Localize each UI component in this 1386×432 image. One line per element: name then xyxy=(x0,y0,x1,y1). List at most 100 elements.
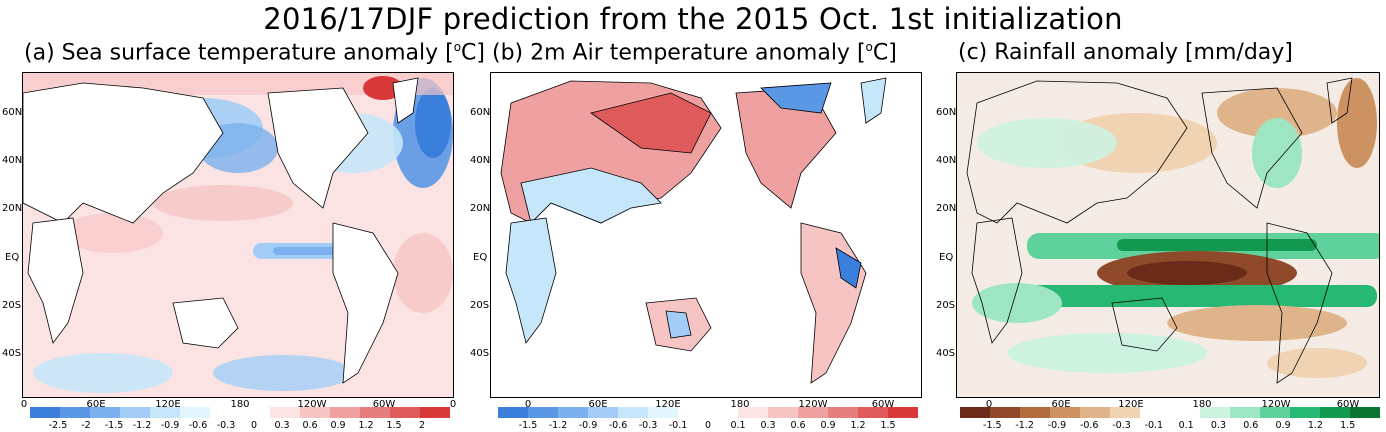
colorbar-swatch xyxy=(990,407,1020,418)
colorbar-swatch xyxy=(300,407,330,418)
colorbar-tick-label: 2 xyxy=(418,420,426,431)
colorbar-swatch xyxy=(270,407,300,418)
colorbar-swatch xyxy=(798,407,828,418)
lat-label: 20S xyxy=(2,300,22,311)
colorbar-tick-label: 1.2 xyxy=(1307,420,1323,431)
colorbar-tick-label: 1.2 xyxy=(358,420,374,431)
colorbar-swatch xyxy=(90,407,120,418)
lon-label: 120W xyxy=(297,399,327,410)
colorbar-tick-label: -0.1 xyxy=(668,420,688,431)
colorbar-swatch xyxy=(708,407,738,418)
colorbar-tick-label: -0.6 xyxy=(188,420,208,431)
colorbar-tick-label: 1.2 xyxy=(850,420,866,431)
lon-label: 60W xyxy=(372,399,396,410)
lat-label: 40N xyxy=(2,155,23,166)
lon-label: 0 xyxy=(449,399,457,410)
colorbar-swatch xyxy=(498,407,528,418)
panel-rainfall: (c) Rainfall anomaly [mm/day] xyxy=(934,40,1386,432)
lon-label: 0 xyxy=(20,399,28,410)
lat-label: 20N xyxy=(2,203,23,214)
lat-label: EQ xyxy=(473,252,488,263)
lat-label: 40S xyxy=(2,348,22,359)
lat-label: 40N xyxy=(470,155,491,166)
colorbar-tick-label: 1.5 xyxy=(386,420,402,431)
colorbar-tick-label: -0.3 xyxy=(638,420,658,431)
colorbar-tick-label: -0.1 xyxy=(1144,420,1164,431)
colorbar-swatch xyxy=(648,407,678,418)
colorbar-tick-label: 0.6 xyxy=(1243,420,1259,431)
lon-label: 120E xyxy=(1118,399,1144,410)
colorbar-tick-label: -1.5 xyxy=(983,420,1002,431)
colorbar-tick-label: -0.9 xyxy=(578,420,598,431)
colorbar-swatch xyxy=(1320,407,1350,418)
panel-title: (a) Sea surface temperature anomaly [oC] xyxy=(24,40,485,66)
colorbar-tick-label: 0.6 xyxy=(790,420,806,431)
colorbar-swatch xyxy=(1080,407,1110,418)
lon-label: 120W xyxy=(798,399,828,410)
colorbar-swatch xyxy=(678,407,708,418)
colorbar-swatch xyxy=(360,407,390,418)
colorbar-swatch xyxy=(960,407,990,418)
colorbar-tick-label: -0.6 xyxy=(608,420,628,431)
colorbar-swatch xyxy=(30,407,60,418)
colorbar-swatch xyxy=(858,407,888,418)
lat-label: 60N xyxy=(936,107,957,118)
colorbar-tick-label: 0 xyxy=(704,420,712,431)
colorbar-swatch xyxy=(420,407,450,418)
lat-label: 20N xyxy=(470,203,491,214)
colorbar-ticks: -1.5 -1.2 -0.9 -0.6 -0.3 -0.1 0.1 0.3 0.6 0.9 1.2 1… xyxy=(960,420,1380,432)
lon-label: 180 xyxy=(730,399,750,410)
colorbar-tick-label: -1.2 xyxy=(548,420,568,431)
colorbar-tick-label: 0.3 xyxy=(1210,420,1227,431)
rainfall-anomaly-map xyxy=(956,72,1380,398)
colorbar-swatch xyxy=(1350,407,1380,418)
colorbar-tick-label: 0.1 xyxy=(730,420,746,431)
colorbar-ticks: -2.5 -2 -1.5 -1.2 -0.9 -0.6 -0.3 0 0.3 0.6 0.9 1.2 1… xyxy=(30,420,450,432)
colorbar-swatch xyxy=(768,407,798,418)
colorbar-ticks: -1.5 -1.2 -0.9 -0.6 -0.3 -0.1 0 0.1 0.3 0.6 0.9 1.2… xyxy=(498,420,918,432)
lat-label: 20S xyxy=(936,300,956,311)
lat-label: 20S xyxy=(470,300,490,311)
colorbar-swatch xyxy=(738,407,768,418)
colorbar-tick-label: 0.1 xyxy=(1178,420,1194,431)
colorbar-swatch xyxy=(180,407,210,418)
lat-label: 40S xyxy=(936,348,956,359)
colorbar-swatch xyxy=(240,407,270,418)
colorbar-tick-label: 1.5 xyxy=(1340,420,1356,431)
colorbar-swatch xyxy=(1020,407,1050,418)
panel-title: (c) Rainfall anomaly [mm/day] xyxy=(958,40,1293,65)
lon-label: 120E xyxy=(155,399,181,410)
colorbar-tick-label: -0.9 xyxy=(1047,420,1067,431)
lat-label: EQ xyxy=(5,252,20,263)
colorbar-swatch xyxy=(60,407,90,418)
colorbar-tick-label: 0.3 xyxy=(760,420,776,431)
lat-label: 60N xyxy=(470,107,491,118)
colorbar-tick-label: -1.5 xyxy=(518,420,538,431)
colorbar-tick-label: -1.2 xyxy=(132,420,152,431)
lon-label: 60E xyxy=(1051,399,1071,410)
colorbar-swatch xyxy=(1200,407,1230,418)
lon-label: 0 xyxy=(524,399,532,410)
lat-label: EQ xyxy=(939,252,954,263)
colorbar-swatch xyxy=(1170,407,1200,418)
colorbar-tick-label: 0 xyxy=(250,420,258,431)
lat-label: 60N xyxy=(2,107,23,118)
colorbar-swatch xyxy=(390,407,420,418)
colorbar xyxy=(498,407,918,418)
lon-label: 120W xyxy=(1261,399,1291,410)
colorbar-tick-label: -2 xyxy=(81,420,91,431)
colorbar-swatch xyxy=(558,407,588,418)
colorbar-swatch xyxy=(618,407,648,418)
colorbar-tick-label: 1.5 xyxy=(880,420,896,431)
colorbar-swatch xyxy=(330,407,360,418)
lon-label: 180 xyxy=(1192,399,1212,410)
colorbar-tick-label: -1.2 xyxy=(1015,420,1034,431)
lon-label: 60W xyxy=(1336,399,1360,410)
lat-label: 40S xyxy=(470,348,490,359)
colorbar xyxy=(30,407,450,418)
panel-sst: (a) Sea surface temperature anomaly [oC] xyxy=(0,40,485,432)
colorbar-tick-label: 0.9 xyxy=(820,420,836,431)
colorbar-swatch xyxy=(1260,407,1290,418)
colorbar-swatch xyxy=(888,407,918,418)
lon-label: 120E xyxy=(655,399,681,410)
